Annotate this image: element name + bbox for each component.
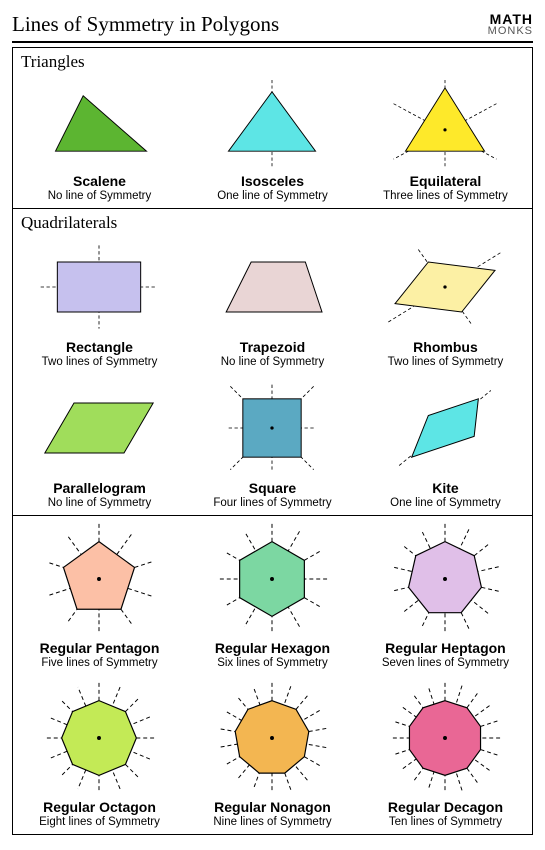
header: Lines of Symmetry in Polygons MATH MONKS (12, 12, 533, 43)
cell-hexagon: Regular HexagonSix lines of Symmetry (186, 516, 359, 675)
shape-desc: Five lines of Symmetry (15, 657, 184, 669)
shape-name: Regular Decagon (361, 799, 530, 815)
shape-desc: One line of Symmetry (188, 190, 357, 202)
shape-desc: One line of Symmetry (361, 497, 530, 509)
section-regular: Regular PentagonFive lines of SymmetryRe… (13, 515, 532, 834)
cell-scalene: Scalene No line of Symmetry (13, 72, 186, 208)
main-container: Triangles Scalene No line of Symmetry Is… (12, 47, 533, 835)
hexagon-shape (192, 520, 352, 638)
logo-bottom: MONKS (488, 26, 533, 37)
shape-name: Regular Heptagon (361, 640, 530, 656)
shape-name: Scalene (15, 173, 184, 189)
cell-heptagon: Regular HeptagonSeven lines of Symmetry (359, 516, 532, 675)
octagon-shape (19, 679, 179, 797)
heptagon-shape (365, 520, 525, 638)
pentagon-shape (19, 520, 179, 638)
rhombus-shape (365, 237, 525, 337)
cell-nonagon: Regular NonagonNine lines of Symmetry (186, 675, 359, 834)
grid-triangles: Scalene No line of Symmetry Isosceles On… (13, 72, 532, 208)
logo-top: MATH (488, 12, 533, 26)
shape-name: Rectangle (15, 339, 184, 355)
shape-desc: Two lines of Symmetry (15, 356, 184, 368)
cell-kite: Kite One line of Symmetry (359, 374, 532, 515)
grid-regular: Regular PentagonFive lines of SymmetryRe… (13, 516, 532, 834)
cell-equilateral: Equilateral Three lines of Symmetry (359, 72, 532, 208)
cell-decagon: Regular DecagonTen lines of Symmetry (359, 675, 532, 834)
cell-octagon: Regular OctagonEight lines of Symmetry (13, 675, 186, 834)
section-quadrilaterals: Quadrilaterals Rectangle Two lines of Sy… (13, 208, 532, 515)
trapezoid-shape (192, 237, 352, 337)
equilateral-shape (365, 76, 525, 171)
shape-name: Regular Hexagon (188, 640, 357, 656)
section-title: Triangles (13, 48, 532, 72)
shape-desc: No line of Symmetry (15, 497, 184, 509)
section-title: Quadrilaterals (13, 209, 532, 233)
shape-desc: Ten lines of Symmetry (361, 816, 530, 828)
shape-name: Parallelogram (15, 480, 184, 496)
shape-desc: Nine lines of Symmetry (188, 816, 357, 828)
section-triangles: Triangles Scalene No line of Symmetry Is… (13, 48, 532, 208)
parallelogram-shape (19, 378, 179, 478)
shape-desc: Seven lines of Symmetry (361, 657, 530, 669)
shape-name: Square (188, 480, 357, 496)
shape-desc: Six lines of Symmetry (188, 657, 357, 669)
shape-name: Equilateral (361, 173, 530, 189)
shape-desc: Eight lines of Symmetry (15, 816, 184, 828)
scalene-shape (19, 76, 179, 171)
decagon-shape (365, 679, 525, 797)
cell-rectangle: Rectangle Two lines of Symmetry (13, 233, 186, 374)
shape-desc: Four lines of Symmetry (188, 497, 357, 509)
page-title: Lines of Symmetry in Polygons (12, 12, 279, 37)
shape-name: Isosceles (188, 173, 357, 189)
shape-desc: No line of Symmetry (15, 190, 184, 202)
shape-desc: Two lines of Symmetry (361, 356, 530, 368)
square-shape (192, 378, 352, 478)
shape-name: Rhombus (361, 339, 530, 355)
rectangle-shape (19, 237, 179, 337)
shape-name: Trapezoid (188, 339, 357, 355)
shape-name: Regular Pentagon (15, 640, 184, 656)
shape-desc: Three lines of Symmetry (361, 190, 530, 202)
cell-parallelogram: Parallelogram No line of Symmetry (13, 374, 186, 515)
shape-name: Kite (361, 480, 530, 496)
logo: MATH MONKS (488, 12, 533, 37)
cell-pentagon: Regular PentagonFive lines of Symmetry (13, 516, 186, 675)
grid-quadrilaterals: Rectangle Two lines of Symmetry Trapezoi… (13, 233, 532, 515)
shape-name: Regular Octagon (15, 799, 184, 815)
nonagon-shape (192, 679, 352, 797)
cell-isosceles: Isosceles One line of Symmetry (186, 72, 359, 208)
isosceles-shape (192, 76, 352, 171)
cell-rhombus: Rhombus Two lines of Symmetry (359, 233, 532, 374)
kite-shape (365, 378, 525, 478)
cell-trapezoid: Trapezoid No line of Symmetry (186, 233, 359, 374)
shape-desc: No line of Symmetry (188, 356, 357, 368)
shape-name: Regular Nonagon (188, 799, 357, 815)
cell-square: Square Four lines of Symmetry (186, 374, 359, 515)
